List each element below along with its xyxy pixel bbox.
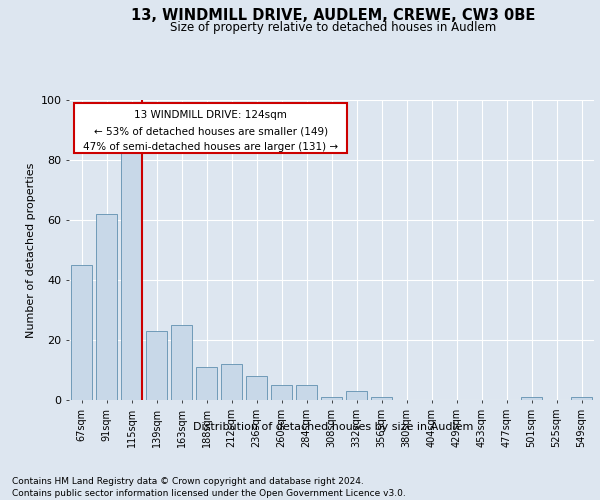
Text: ← 53% of detached houses are smaller (149): ← 53% of detached houses are smaller (14… xyxy=(94,126,328,136)
Bar xyxy=(246,376,267,400)
Bar xyxy=(171,325,192,400)
Bar xyxy=(196,367,217,400)
FancyBboxPatch shape xyxy=(74,103,347,152)
Bar xyxy=(221,364,242,400)
Bar xyxy=(521,397,542,400)
Bar xyxy=(121,148,142,400)
Text: 13 WINDMILL DRIVE: 124sqm: 13 WINDMILL DRIVE: 124sqm xyxy=(134,110,287,120)
Bar xyxy=(371,397,392,400)
Text: Distribution of detached houses by size in Audlem: Distribution of detached houses by size … xyxy=(193,422,473,432)
Text: Contains public sector information licensed under the Open Government Licence v3: Contains public sector information licen… xyxy=(12,489,406,498)
Bar xyxy=(271,385,292,400)
Bar xyxy=(296,385,317,400)
Text: Contains HM Land Registry data © Crown copyright and database right 2024.: Contains HM Land Registry data © Crown c… xyxy=(12,478,364,486)
Bar xyxy=(571,397,592,400)
Text: Size of property relative to detached houses in Audlem: Size of property relative to detached ho… xyxy=(170,22,496,35)
Bar xyxy=(71,265,92,400)
Bar xyxy=(146,331,167,400)
Bar xyxy=(321,397,342,400)
Text: 47% of semi-detached houses are larger (131) →: 47% of semi-detached houses are larger (… xyxy=(83,142,338,152)
Y-axis label: Number of detached properties: Number of detached properties xyxy=(26,162,36,338)
Bar xyxy=(346,391,367,400)
Bar xyxy=(96,214,117,400)
Text: 13, WINDMILL DRIVE, AUDLEM, CREWE, CW3 0BE: 13, WINDMILL DRIVE, AUDLEM, CREWE, CW3 0… xyxy=(131,8,535,22)
